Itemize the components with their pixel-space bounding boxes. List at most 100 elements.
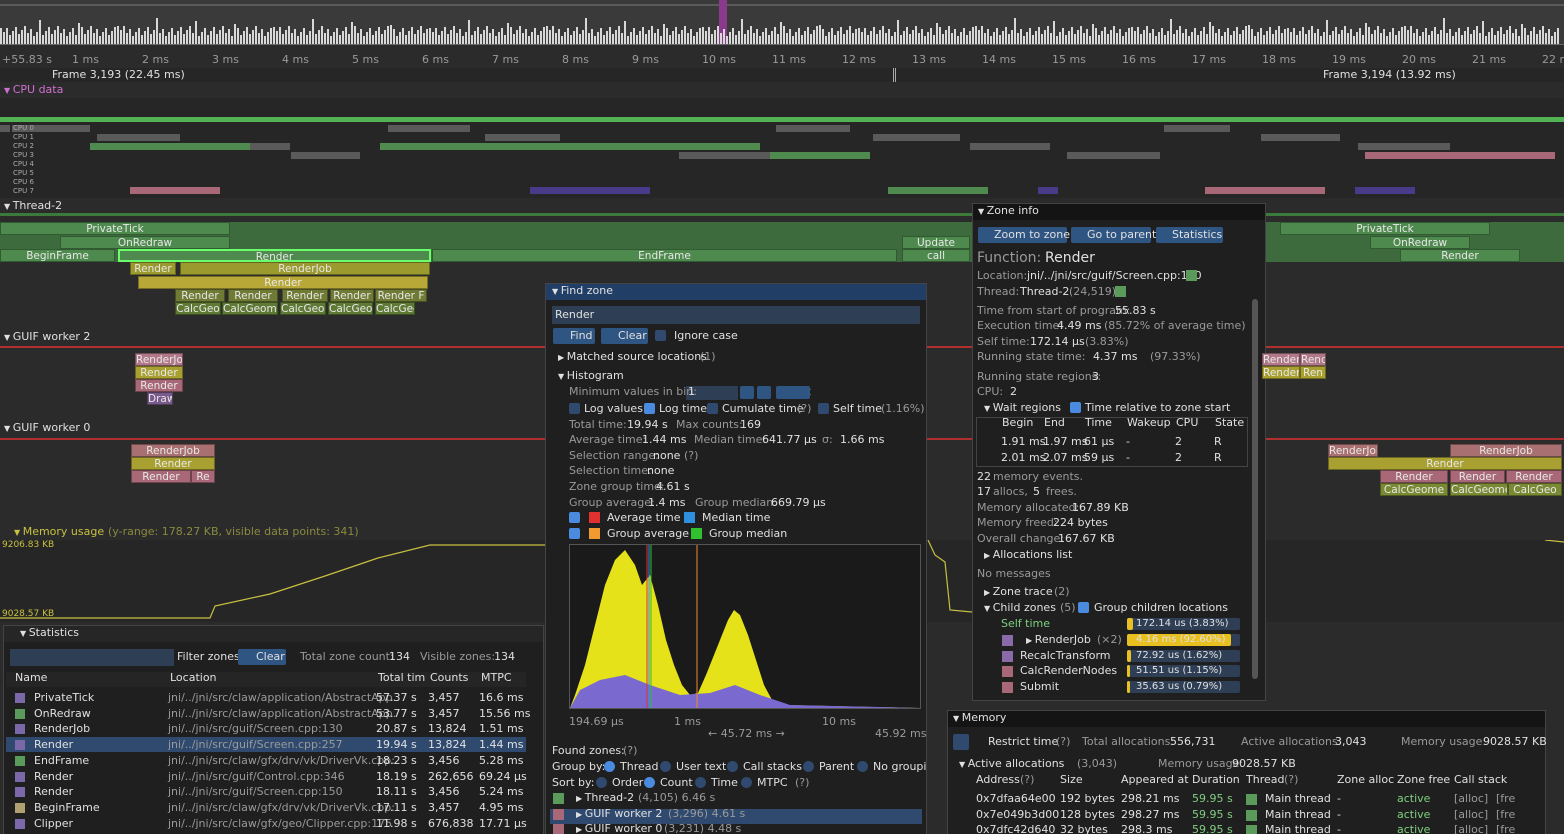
zone[interactable]: CalcGeome bbox=[1450, 483, 1508, 496]
clear-button[interactable] bbox=[601, 328, 648, 344]
clear-button[interactable] bbox=[238, 649, 286, 665]
checkbox[interactable] bbox=[1078, 602, 1089, 613]
frame-bar bbox=[1173, 34, 1175, 44]
frame-bar bbox=[1212, 26, 1214, 44]
radio[interactable] bbox=[660, 761, 671, 772]
radio[interactable] bbox=[741, 777, 752, 788]
frame-bar bbox=[1308, 30, 1310, 44]
zone[interactable]: Render bbox=[1328, 457, 1562, 470]
zone[interactable]: Render bbox=[138, 276, 428, 289]
selected-row[interactable] bbox=[6, 737, 526, 752]
zone[interactable]: Render bbox=[135, 379, 183, 392]
cell: 0x7dfaa64e00 bbox=[976, 792, 1056, 805]
radio[interactable] bbox=[644, 777, 655, 788]
zone[interactable]: CalcGeo bbox=[175, 302, 221, 315]
zone[interactable]: Render bbox=[131, 470, 191, 483]
child-name: RecalcTransform bbox=[1020, 648, 1111, 662]
zone[interactable]: RenderJob bbox=[180, 262, 430, 275]
scrollbar[interactable] bbox=[1252, 299, 1258, 679]
column-header: (?) bbox=[1284, 773, 1299, 786]
button[interactable] bbox=[1071, 227, 1151, 243]
title-bar[interactable] bbox=[973, 204, 1265, 220]
zone[interactable]: Render bbox=[135, 366, 183, 379]
zone[interactable]: call bbox=[902, 249, 970, 262]
zone[interactable]: Render bbox=[131, 457, 215, 470]
title-bar[interactable] bbox=[948, 711, 1545, 727]
zone[interactable]: RenderJob bbox=[135, 353, 183, 366]
zone[interactable]: CalcGeo bbox=[328, 302, 373, 315]
frame-bar bbox=[882, 26, 884, 44]
zone[interactable]: Render bbox=[282, 289, 328, 302]
zone[interactable]: OnRedraw bbox=[60, 236, 230, 249]
zone[interactable]: RenderJob bbox=[131, 444, 215, 457]
copy-icon[interactable] bbox=[1186, 270, 1197, 281]
reset-button[interactable] bbox=[776, 386, 810, 399]
cpu-mark bbox=[303, 152, 320, 159]
zone[interactable]: PrivateTick bbox=[0, 222, 230, 235]
zone[interactable]: BeginFrame bbox=[0, 249, 115, 262]
zone[interactable]: Ren bbox=[1300, 366, 1326, 379]
radio[interactable] bbox=[727, 761, 738, 772]
thread-color bbox=[1246, 825, 1257, 834]
info: 172.14 µs bbox=[1030, 335, 1085, 348]
minus-button[interactable] bbox=[740, 386, 754, 399]
checkbox[interactable] bbox=[953, 734, 969, 750]
title-bar[interactable] bbox=[4, 626, 543, 642]
zone[interactable]: CalcGeome bbox=[1380, 483, 1448, 496]
bin-input[interactable] bbox=[686, 386, 738, 400]
zone[interactable]: Render bbox=[130, 262, 176, 275]
search-input[interactable] bbox=[552, 306, 920, 324]
zone[interactable]: EndFrame bbox=[432, 249, 897, 262]
radio[interactable] bbox=[857, 761, 868, 772]
zone-color bbox=[15, 802, 25, 813]
zone[interactable]: Render bbox=[1506, 470, 1562, 483]
button[interactable] bbox=[1156, 227, 1223, 243]
frame-bar bbox=[351, 22, 353, 44]
radio[interactable] bbox=[596, 777, 607, 788]
zone[interactable]: CalcGeor bbox=[280, 302, 326, 315]
cell: 1.91 ms bbox=[1001, 435, 1046, 448]
checkbox[interactable] bbox=[655, 330, 666, 341]
zone[interactable]: Render F bbox=[375, 289, 427, 302]
checkbox[interactable] bbox=[569, 528, 580, 539]
frame-bar bbox=[1521, 24, 1523, 44]
zone[interactable]: Re bbox=[191, 470, 215, 483]
zone[interactable]: Render bbox=[228, 289, 278, 302]
radio[interactable] bbox=[695, 777, 706, 788]
radio[interactable] bbox=[803, 761, 814, 772]
zone[interactable]: Render bbox=[175, 289, 225, 302]
cell: Render bbox=[34, 769, 74, 783]
checkbox[interactable] bbox=[569, 512, 580, 523]
zone[interactable]: CalcGeo bbox=[375, 302, 415, 315]
zone[interactable]: CalcGeome bbox=[222, 302, 278, 315]
zone[interactable]: Render bbox=[118, 249, 431, 262]
plus-button[interactable] bbox=[757, 386, 771, 399]
zone[interactable]: CalcGeo bbox=[1508, 483, 1562, 496]
radio[interactable] bbox=[604, 761, 615, 772]
title-bar[interactable] bbox=[546, 284, 926, 300]
find-button[interactable] bbox=[553, 328, 595, 344]
checkbox[interactable] bbox=[1070, 402, 1081, 413]
button[interactable] bbox=[978, 227, 1067, 243]
zone[interactable]: Rend bbox=[1300, 353, 1326, 366]
zone[interactable]: Render bbox=[1262, 366, 1300, 379]
checkbox[interactable] bbox=[644, 403, 655, 414]
zone[interactable]: RenderJ bbox=[1262, 353, 1300, 366]
checkbox[interactable] bbox=[818, 403, 829, 414]
checkbox[interactable] bbox=[569, 403, 580, 414]
zone[interactable]: Draw bbox=[147, 392, 173, 405]
zone[interactable]: Render bbox=[330, 289, 374, 302]
filter-input[interactable] bbox=[10, 649, 174, 666]
cell: 19.94 s bbox=[376, 738, 417, 752]
frame-bar bbox=[1053, 21, 1055, 44]
info: 2 bbox=[1010, 385, 1017, 398]
checkbox[interactable] bbox=[707, 403, 718, 414]
zone[interactable]: Render bbox=[1400, 249, 1520, 262]
zone[interactable]: RenderJob bbox=[1328, 444, 1378, 457]
zone[interactable]: Render bbox=[1380, 470, 1448, 483]
zone[interactable]: RenderJob bbox=[1450, 444, 1562, 457]
zone[interactable]: PrivateTick bbox=[1280, 222, 1490, 235]
zone[interactable]: OnRedraw bbox=[1370, 236, 1470, 249]
zone[interactable]: Update bbox=[902, 236, 970, 249]
zone[interactable]: Render bbox=[1450, 470, 1505, 483]
